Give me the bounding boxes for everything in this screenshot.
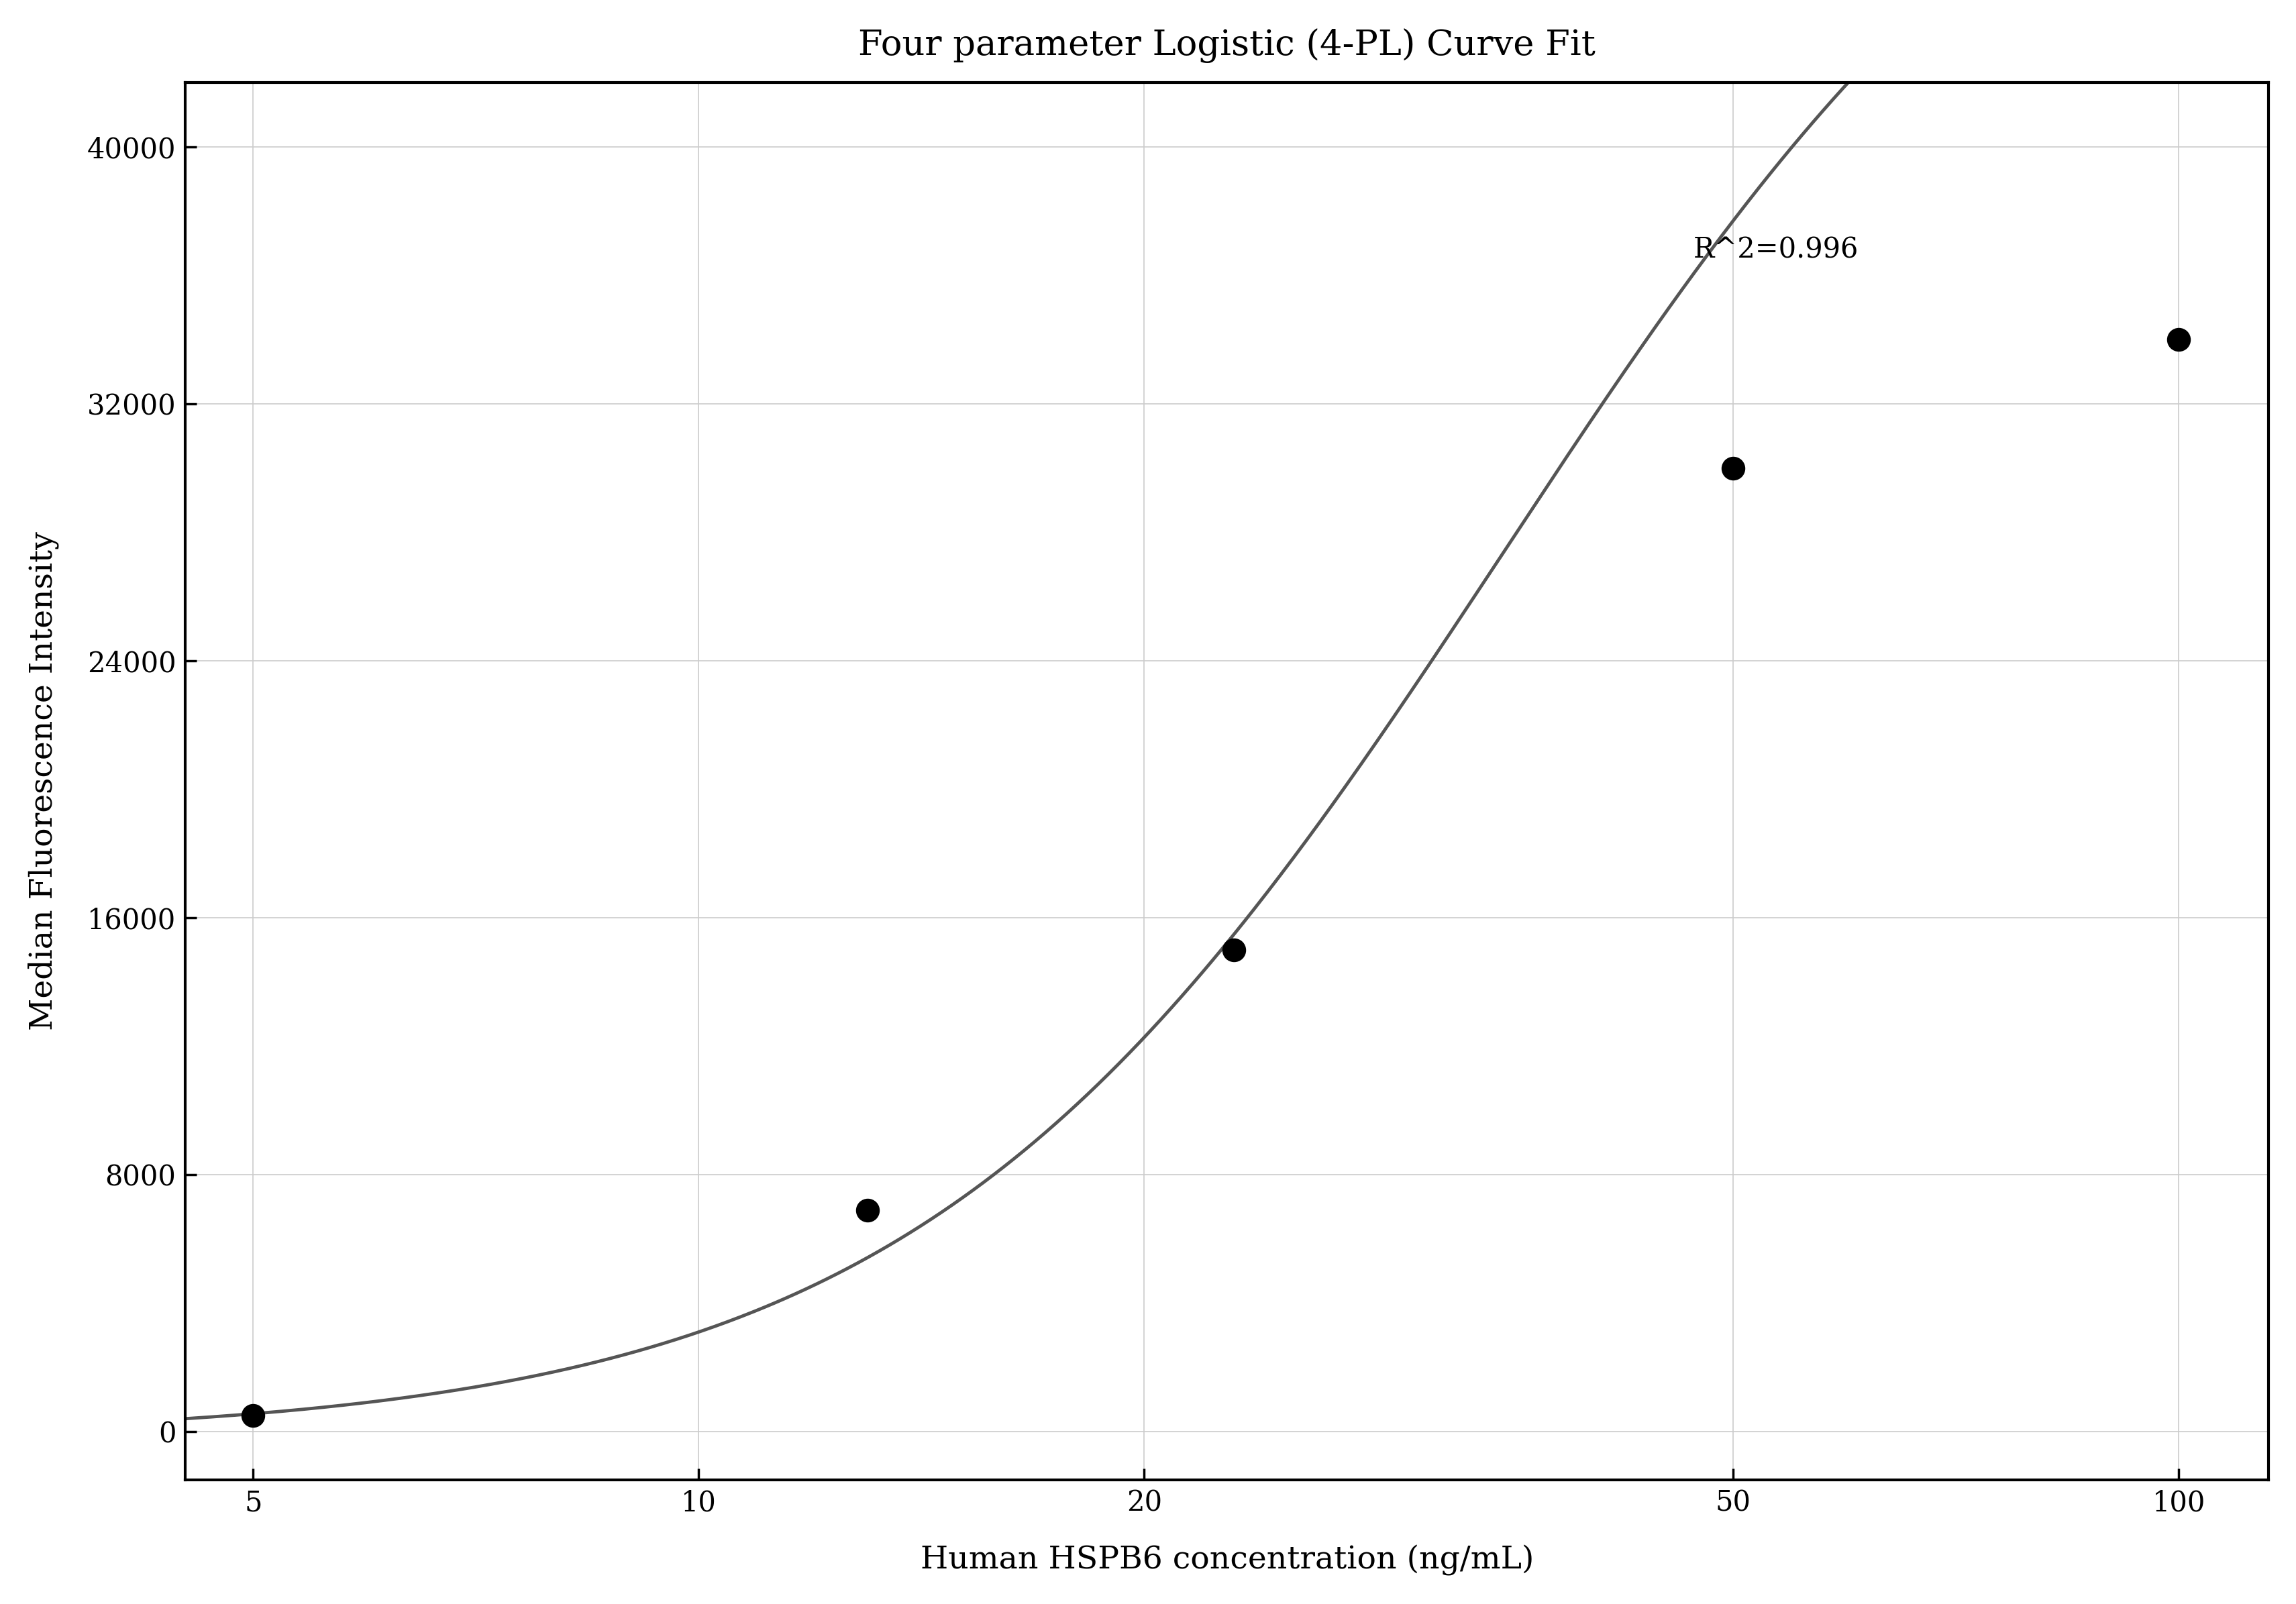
Point [2161,327,2197,353]
Title: Four parameter Logistic (4-PL) Curve Fit: Four parameter Logistic (4-PL) Curve Fit [859,27,1596,63]
Point [1215,937,1251,962]
X-axis label: Human HSPB6 concentration (ng/mL): Human HSPB6 concentration (ng/mL) [921,1545,1534,1577]
Text: R^2=0.996: R^2=0.996 [1692,236,1857,263]
Point [234,1402,271,1428]
Point [850,1197,886,1222]
Y-axis label: Median Fluorescence Intensity: Median Fluorescence Intensity [28,531,60,1031]
Point [1715,456,1752,481]
